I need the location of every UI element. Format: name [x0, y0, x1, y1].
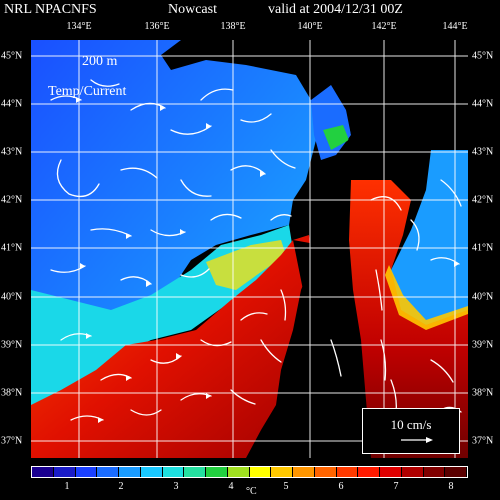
lon-label: 138°E: [220, 21, 246, 32]
colorbar-swatch: [162, 467, 185, 477]
colorbar-unit: °C: [246, 486, 257, 497]
lat-label: 44°N: [1, 98, 23, 110]
colorbar-tick: 2: [118, 481, 124, 492]
header: NRL NPACNFS Nowcast valid at 2004/12/31 …: [0, 2, 500, 20]
colorbar-tick: 4: [228, 481, 234, 492]
colorbar-swatch: [358, 467, 380, 477]
hokkaido-land: [331, 40, 468, 180]
lat-label: 42°N: [1, 194, 23, 206]
colorbar-swatch: [423, 467, 446, 477]
colorbar-tick: 7: [393, 481, 399, 492]
map-canvas: [31, 40, 468, 458]
colorbar-tick: 3: [173, 481, 179, 492]
speed-scale-label: 10 cm/s: [390, 417, 432, 432]
colorbar-swatch: [53, 467, 76, 477]
lat-label: 37°N: [472, 435, 494, 447]
lat-label: 42°N: [472, 194, 494, 206]
colorbar-swatch: [380, 467, 402, 477]
lat-label: 41°N: [1, 242, 23, 254]
colorbar-swatch: [206, 467, 228, 477]
lat-label: 38°N: [472, 387, 494, 399]
lon-label: 140°E: [297, 21, 323, 32]
colorbar-swatch: [401, 467, 424, 477]
colorbar-swatch: [184, 467, 206, 477]
colorbar-swatch: [32, 467, 54, 477]
lon-label: 134°E: [66, 21, 92, 32]
lat-label: 43°N: [472, 146, 494, 158]
colorbar-swatch: [336, 467, 359, 477]
colorbar-tick-labels: 1 2 3 4 5 6 7 8: [31, 481, 468, 495]
lon-label: 142°E: [371, 21, 397, 32]
colorbar-swatch: [119, 467, 141, 477]
valid-time-label: valid at 2004/12/31 00Z: [268, 2, 403, 17]
lat-label: 38°N: [1, 387, 23, 399]
pacific-cold-water: [391, 150, 468, 325]
colorbar-swatch: [97, 467, 119, 477]
vector-arrowheads: [76, 97, 459, 423]
latitude-labels-left: 45°N 44°N 43°N 42°N 41°N 40°N 39°N 38°N …: [0, 0, 30, 500]
colorbar-swatch: [249, 467, 272, 477]
lat-label: 39°N: [1, 339, 23, 351]
colorbar-swatch: [140, 467, 163, 477]
colorbar-swatch: [314, 467, 337, 477]
longitude-labels-top: 134°E 136°E 138°E 140°E 142°E 144°E: [0, 21, 500, 33]
source-label: NRL NPACNFS: [4, 2, 97, 17]
lat-label: 43°N: [1, 146, 23, 158]
latitude-labels-right: 45°N 44°N 43°N 42°N 41°N 40°N 39°N 38°N …: [470, 0, 500, 500]
field-label: Temp/Current: [48, 84, 127, 99]
colorbar-tick: 5: [283, 481, 289, 492]
lat-label: 41°N: [472, 242, 494, 254]
temperature-current-map: [31, 40, 468, 458]
speed-scale-legend: 10 cm/s: [362, 408, 460, 454]
lat-label: 44°N: [472, 98, 494, 110]
frontal-zone-yellow: [206, 240, 286, 290]
colorbar-tick: 6: [338, 481, 344, 492]
lat-label: 37°N: [1, 435, 23, 447]
colorbar-tick: 8: [448, 481, 454, 492]
lat-label: 45°N: [1, 50, 23, 62]
colorbar-swatch: [75, 467, 98, 477]
green-coastal-patch: [323, 125, 349, 150]
product-label: Nowcast: [168, 2, 217, 17]
colorbar-swatch: [293, 467, 315, 477]
colorbar-swatch: [445, 467, 467, 477]
temperature-colorbar: [31, 466, 468, 478]
lat-label: 39°N: [472, 339, 494, 351]
warm-water-region: [31, 235, 313, 458]
lat-label: 40°N: [1, 291, 23, 303]
colorbar-swatch: [271, 467, 293, 477]
speed-scale-arrow-icon: [401, 437, 433, 443]
lat-label: 45°N: [472, 50, 494, 62]
depth-label: 200 m: [82, 54, 118, 69]
lon-label: 136°E: [144, 21, 170, 32]
colorbar-tick: 1: [64, 481, 70, 492]
colorbar-swatch: [227, 467, 250, 477]
lat-label: 40°N: [472, 291, 494, 303]
grid-lines: [31, 40, 468, 458]
lon-label: 144°E: [442, 21, 468, 32]
pacific-front: [385, 265, 468, 330]
